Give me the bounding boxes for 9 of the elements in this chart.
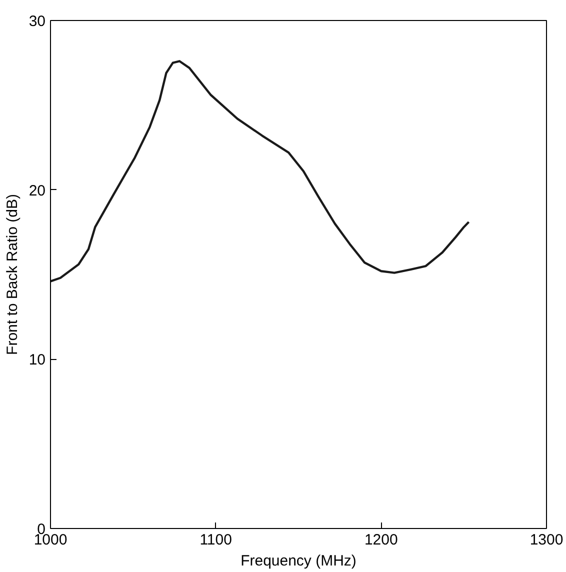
x-axis-title: Frequency (MHz) xyxy=(240,552,356,570)
y-tick-label: 20 xyxy=(28,182,46,200)
y-tick-label: 30 xyxy=(28,13,46,30)
x-tick-label: 1100 xyxy=(200,532,232,548)
x-tick-label: 1200 xyxy=(364,532,398,548)
x-tick-label: 1300 xyxy=(530,532,564,548)
line-series xyxy=(50,60,470,282)
y-tick-label: 10 xyxy=(28,352,46,369)
y-axis-title: Front to Back Ratio (dB) xyxy=(4,194,21,355)
